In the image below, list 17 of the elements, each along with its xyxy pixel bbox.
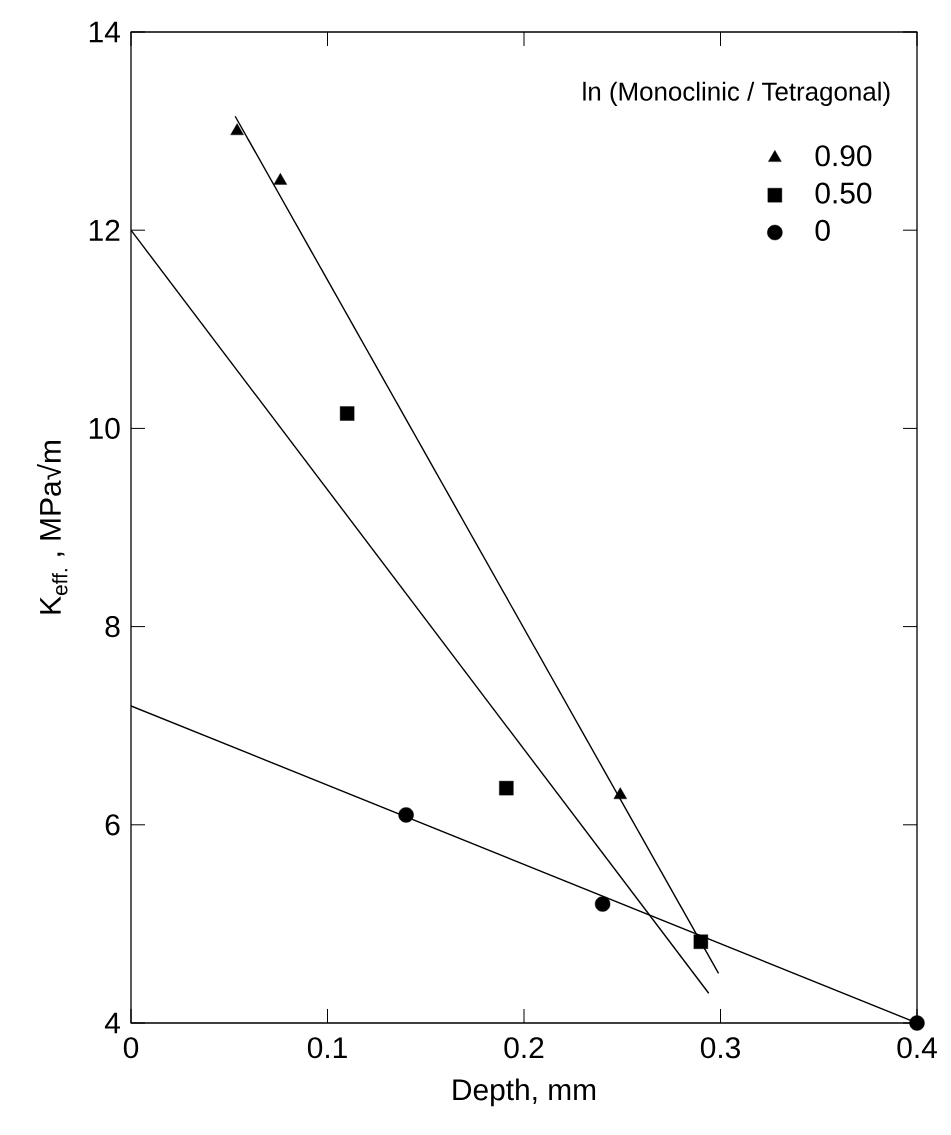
y-tick-label: 4 <box>104 1012 120 1034</box>
x-tick-label: 0.4 <box>897 1037 937 1059</box>
legend-title: ln (Monoclinic / Tetragonal) <box>583 81 890 106</box>
legend-label: 0 <box>815 219 830 242</box>
legend-label: 0.90 <box>815 145 872 167</box>
x-tick-label: 0.1 <box>307 1037 347 1059</box>
y-tick-label: 8 <box>105 616 120 638</box>
y-tick-label: 14 <box>89 21 120 43</box>
x-tick-label: 0.2 <box>504 1037 544 1059</box>
y-tick-label: 12 <box>89 219 120 241</box>
y-tick-label: 10 <box>89 417 120 439</box>
x-tick-label: 0.3 <box>700 1037 740 1059</box>
x-axis-title: Depth, mm <box>453 1078 596 1107</box>
legend-label: 0.50 <box>815 182 872 204</box>
y-tick-label: 6 <box>105 814 120 836</box>
x-tick-label: 0 <box>123 1037 139 1059</box>
y-axis-title: K$_{eff.}$ , MPa√m <box>37 441 68 614</box>
